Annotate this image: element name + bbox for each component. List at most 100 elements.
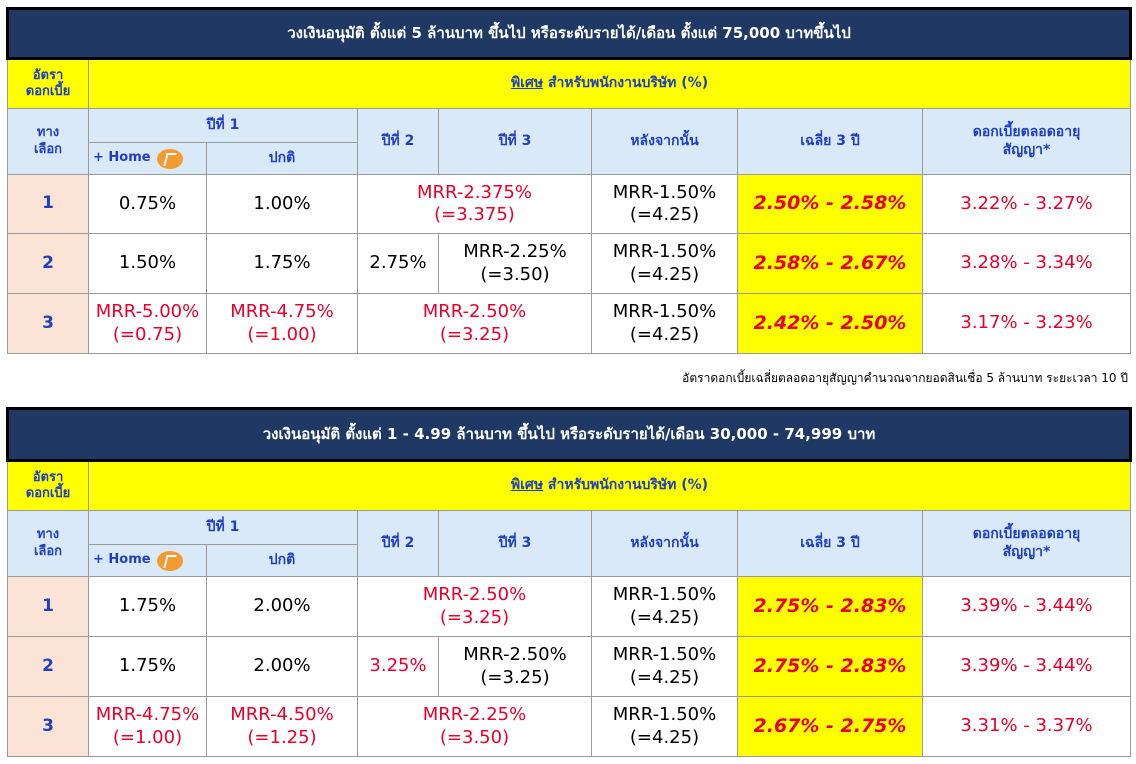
year1-normal-rate: 1.75%	[206, 233, 358, 294]
option-header-line2: เลือก	[33, 141, 63, 157]
after-rate-line1: MRR-1.50%	[612, 584, 717, 605]
home-logo: + Home	[90, 148, 206, 169]
after-header: หลังจากนั้น	[591, 510, 738, 577]
after-rate: MRR-1.50% (=4.25)	[591, 576, 738, 637]
year1-normal-rate: MRR-4.75% (=1.00)	[206, 293, 358, 354]
home-header: + Home	[88, 142, 207, 175]
year1-normal-rate-line2: (=1.00)	[247, 323, 317, 345]
year1-normal-rate: 2.00%	[206, 576, 358, 637]
after-rate-line2: (=4.25)	[629, 606, 700, 628]
option-number: 2	[7, 636, 89, 697]
after-rate: MRR-1.50% (=4.25)	[591, 174, 738, 234]
lifetime-header: ดอกเบี้ยตลอดอายุ สัญญา*	[921, 108, 1132, 175]
year1-normal-rate-line2: (=1.25)	[247, 726, 317, 748]
year3-rate-line1: MRR-2.25%	[463, 241, 567, 262]
avg3-rate: 2.75% - 2.83%	[737, 636, 923, 697]
special-header: พิเศษ สำหรับพนักงานบริษัท (%)	[87, 460, 1132, 511]
lifetime-header-line2: สัญญา*	[1002, 543, 1051, 560]
year1-home-rate-line2: (=1.00)	[112, 726, 183, 748]
year1-normal-rate: MRR-4.50% (=1.25)	[206, 696, 358, 757]
after-rate-line1: MRR-1.50%	[612, 181, 717, 203]
footnote: อัตราดอกเบี้ยเฉลี่ยตลอดอายุสัญญาคำนวณจาก…	[682, 371, 1128, 385]
table-row: 1 0.75% 1.00% MRR-2.375% (=3.375) MRR-1.…	[7, 174, 1132, 234]
year2-rate: 3.25%	[357, 636, 439, 697]
year1-normal-rate-line1: MRR-4.50%	[230, 704, 334, 725]
option-header-line1: ทาง	[36, 125, 60, 141]
table-title: วงเงินอนุมัติ ตั้งแต่ 5 ล้านบาท ขึ้นไป ห…	[5, 7, 1133, 60]
year1-home-rate: 1.75%	[88, 576, 207, 637]
table-row: 3 MRR-5.00% (=0.75) MRR-4.75% (=1.00) MR…	[7, 293, 1132, 354]
option-header-line1: ทาง	[36, 527, 60, 543]
lifetime-header: ดอกเบี้ยตลอดอายุ สัญญา*	[921, 510, 1132, 577]
year1-home-rate-line1: MRR-4.75%	[95, 704, 200, 725]
table-title: วงเงินอนุมัติ ตั้งแต่ 1 - 4.99 ล้านบาท ข…	[5, 407, 1133, 462]
year1-home-rate: 1.75%	[88, 636, 207, 697]
year1-normal-rate-line1: MRR-4.75%	[230, 301, 334, 322]
year1-home-rate: MRR-4.75% (=1.00)	[88, 696, 207, 757]
after-rate-line2: (=4.25)	[629, 666, 700, 688]
year2-3-rate-line1: MRR-2.25%	[422, 704, 527, 725]
year3-rate-line1: MRR-2.50%	[463, 644, 567, 665]
lifetime-rate: 3.31% - 3.37%	[921, 696, 1132, 757]
after-rate-line2: (=4.25)	[629, 263, 700, 285]
avg3-rate: 2.67% - 2.75%	[737, 696, 923, 757]
year2-3-rate-line2: (=3.50)	[439, 726, 510, 748]
special-suffix: สำหรับพนักงานบริษัท (%)	[543, 75, 709, 92]
option-number: 1	[7, 174, 89, 234]
after-rate: MRR-1.50% (=4.25)	[591, 293, 738, 354]
year2-3-rate-line2: (=3.25)	[439, 606, 510, 628]
year2-3-rate: MRR-2.50% (=3.25)	[357, 576, 592, 637]
year3-header: ปีที่ 3	[438, 510, 592, 577]
year2-3-rate: MRR-2.50% (=3.25)	[357, 293, 592, 354]
year1-home-rate: 0.75%	[88, 174, 207, 234]
after-rate: MRR-1.50% (=4.25)	[591, 696, 738, 757]
special-label: พิเศษ	[510, 477, 544, 494]
year1-home-rate: MRR-5.00% (=0.75)	[88, 293, 207, 354]
lifetime-rate: 3.39% - 3.44%	[921, 636, 1132, 697]
after-rate: MRR-1.50% (=4.25)	[591, 233, 738, 294]
after-header: หลังจากนั้น	[591, 108, 738, 175]
lifetime-rate: 3.22% - 3.27%	[921, 174, 1132, 234]
rate-table-2: วงเงินอนุมัติ ตั้งแต่ 1 - 4.99 ล้านบาท ข…	[5, 407, 1133, 757]
home-logo: + Home	[90, 550, 206, 571]
year2-rate: 2.75%	[357, 233, 439, 294]
lifetime-header-line2: สัญญา*	[1002, 141, 1051, 158]
home-1st-icon	[156, 148, 183, 169]
avg3-rate: 2.75% - 2.83%	[737, 576, 923, 637]
year2-3-rate-line2: (=3.25)	[439, 323, 510, 345]
avg3-header: เฉลี่ย 3 ปี	[737, 108, 923, 175]
year1-normal-rate: 1.00%	[206, 174, 358, 234]
after-rate-line1: MRR-1.50%	[612, 644, 717, 665]
after-rate-line1: MRR-1.50%	[612, 301, 717, 322]
after-rate-line1: MRR-1.50%	[612, 241, 717, 262]
home-text: + Home	[93, 552, 151, 568]
option-header-line2: เลือก	[33, 543, 63, 559]
year2-3-rate-line1: MRR-2.375%	[417, 181, 532, 203]
year1-header: ปีที่ 1	[88, 510, 358, 545]
option-header: ทาง เลือก	[7, 108, 89, 175]
option-number: 2	[7, 233, 89, 294]
home-header: + Home	[88, 544, 207, 577]
year1-home-rate-line2: (=0.75)	[112, 323, 183, 345]
after-rate-line2: (=4.25)	[629, 726, 700, 748]
year3-rate: MRR-2.50% (=3.25)	[438, 636, 592, 697]
year1-home-rate: 1.50%	[88, 233, 207, 294]
option-number: 3	[7, 696, 89, 757]
rate-label-line1: อัตรา	[32, 67, 64, 83]
year2-header: ปีที่ 2	[357, 108, 439, 175]
year1-header: ปีที่ 1	[88, 108, 358, 143]
after-rate: MRR-1.50% (=4.25)	[591, 636, 738, 697]
lifetime-header-line1: ดอกเบี้ยตลอดอายุ	[972, 124, 1081, 140]
lifetime-header-line1: ดอกเบี้ยตลอดอายุ	[972, 526, 1081, 542]
special-suffix: สำหรับพนักงานบริษัท (%)	[543, 477, 709, 494]
year3-rate: MRR-2.25% (=3.50)	[438, 233, 592, 294]
home-text: + Home	[93, 150, 151, 166]
after-rate-line2: (=4.25)	[629, 204, 700, 225]
year2-3-rate-line1: MRR-2.50%	[422, 584, 527, 605]
normal-header: ปกติ	[206, 544, 358, 577]
avg3-rate: 2.42% - 2.50%	[737, 293, 923, 354]
after-rate-line2: (=4.25)	[629, 323, 700, 345]
after-rate-line1: MRR-1.50%	[612, 704, 717, 725]
year2-3-rate-line1: MRR-2.50%	[422, 301, 527, 322]
year2-3-rate: MRR-2.25% (=3.50)	[357, 696, 592, 757]
